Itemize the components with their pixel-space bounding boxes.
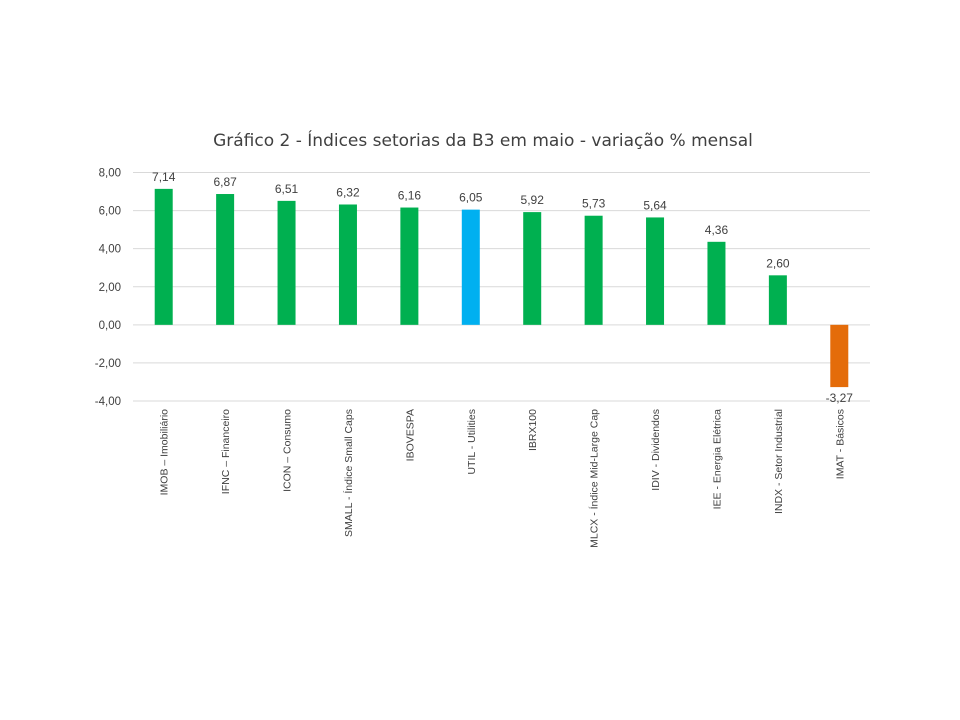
data-label: 6,05: [459, 191, 483, 205]
x-tick-label: INDX - Setor Industrial: [773, 409, 785, 514]
data-label: 5,73: [582, 197, 606, 211]
x-tick-label: IEE - Energia Elétrica: [711, 409, 723, 510]
bar: [584, 215, 603, 325]
y-tick-label: 2,00: [99, 282, 121, 294]
y-tick-label: 0,00: [99, 320, 121, 332]
bar: [461, 209, 480, 325]
x-tick-label: SMALL - Índice Small Caps: [342, 409, 355, 537]
data-label: 2,60: [766, 256, 790, 270]
x-tick-label: IDIV - Dividendos: [650, 409, 662, 491]
data-label: -3,27: [826, 391, 854, 405]
data-label: 5,64: [643, 198, 667, 212]
y-tick-label: 6,00: [99, 206, 121, 218]
y-tick-label: -2,00: [95, 358, 121, 370]
x-tick-label: IBOVESPA: [404, 409, 416, 461]
data-label: 7,14: [152, 170, 176, 184]
data-label: 5,92: [521, 193, 545, 207]
bar: [154, 188, 173, 325]
data-label: 6,32: [336, 185, 360, 199]
bar: [216, 194, 235, 325]
x-tick-label: IMAT - Básicos: [834, 409, 846, 479]
x-tick-label: UTIL - Utilities: [466, 409, 478, 475]
bar: [277, 200, 296, 325]
x-tick-label: IMOB – Imobiliário: [159, 409, 171, 496]
chart-title: Gráfico 2 - Índices setorias da B3 em ma…: [213, 131, 753, 151]
y-tick-label: -4,00: [95, 396, 121, 408]
y-tick-label: 4,00: [99, 244, 121, 256]
x-tick-label: MLCX - Índice Mid-Large Cap: [588, 409, 601, 548]
bar: [400, 207, 419, 325]
data-label: 4,36: [705, 223, 729, 237]
bar: [707, 241, 726, 325]
bar: [768, 275, 787, 325]
x-tick-label: ICON – Consumo: [282, 409, 294, 492]
y-tick-label: 8,00: [99, 168, 121, 180]
bar: [646, 217, 665, 325]
data-label: 6,16: [398, 189, 422, 203]
x-tick-label: IBRX100: [527, 409, 539, 451]
bar: [830, 324, 849, 388]
data-label: 6,87: [213, 175, 237, 189]
x-tick-label: IFNC – Financeiro: [220, 409, 232, 494]
data-label: 6,51: [275, 182, 299, 196]
bar: [523, 212, 542, 325]
bar: [338, 204, 357, 325]
